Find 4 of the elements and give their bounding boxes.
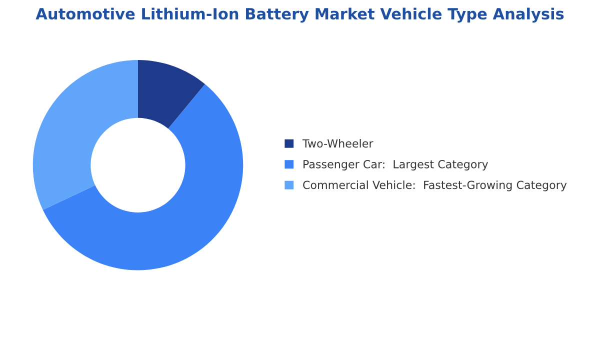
legend-label: Passenger Car: Largest Category	[304, 160, 488, 171]
legend-label: Commercial Vehicle: Fastest-Growing Category	[303, 180, 567, 192]
legend-label: Two-Wheeler	[302, 139, 374, 148]
chart-title: Automotive Lithium-Ion Battery Market Vehicle Type Analysis	[36, 8, 564, 23]
